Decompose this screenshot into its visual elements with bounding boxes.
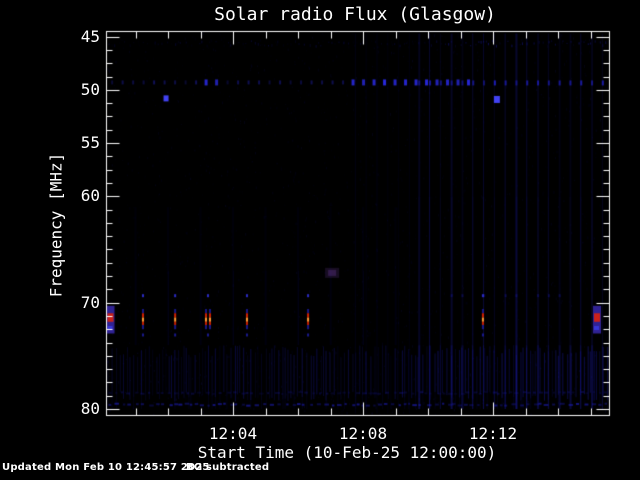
footer-updated-text: Updated Mon Feb 10 12:45:57 2025: [2, 462, 210, 473]
x-tick-label: 12:12: [468, 424, 518, 443]
y-tick-label: 70: [80, 293, 100, 312]
y-tick-label: 45: [80, 27, 100, 46]
y-tick-label: 60: [80, 186, 100, 205]
y-axis-title: Frequency [MHz]: [46, 152, 66, 298]
chart-title: Solar radio Flux (Glasgow): [214, 4, 496, 25]
x-tick-label: 12:08: [338, 424, 388, 443]
y-tick-label: 80: [80, 399, 100, 418]
y-tick-label: 50: [80, 80, 100, 99]
x-axis-title: Start Time (10-Feb-25 12:00:00): [197, 443, 497, 462]
footer-bg-note: BG subtracted: [186, 462, 270, 473]
x-tick-label: 12:04: [208, 424, 258, 443]
y-tick-label: 55: [80, 133, 100, 152]
